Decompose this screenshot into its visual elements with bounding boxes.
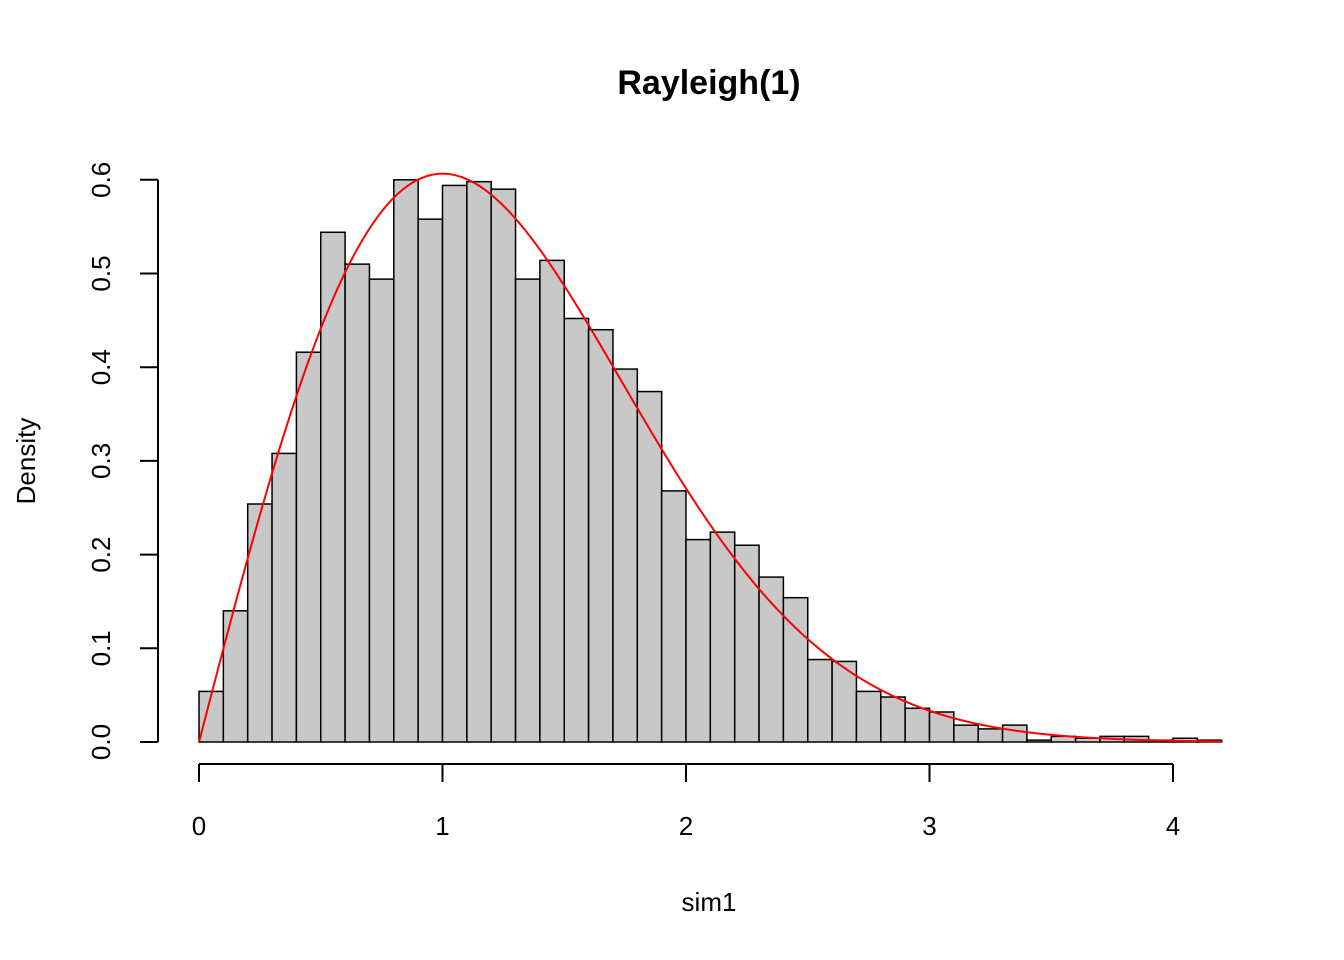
x-tick-label: 0 [192, 811, 206, 841]
histogram-bar [417, 218, 444, 743]
histogram-bar [977, 728, 1004, 743]
histogram-bar [904, 707, 931, 743]
histogram-bar [782, 596, 809, 743]
histogram-bar [612, 368, 639, 743]
histogram-bar [198, 690, 225, 743]
y-axis-label: Density [11, 418, 41, 505]
x-tick-label: 4 [1166, 811, 1180, 841]
histogram-bar [466, 180, 492, 743]
histogram-bar [636, 390, 663, 743]
y-tick-label: 0.2 [86, 537, 116, 573]
histogram-bar [855, 690, 882, 743]
histogram-bar [368, 278, 395, 743]
histogram-bar [953, 724, 979, 743]
y-tick-label: 0.4 [86, 349, 116, 385]
histogram-bar [441, 184, 468, 743]
histogram-bar [1001, 724, 1028, 743]
histogram-bar [807, 658, 833, 743]
histogram-bar [490, 188, 517, 743]
y-tick-label: 0.0 [86, 724, 116, 760]
x-tick-label: 3 [922, 811, 936, 841]
chart-title: Rayleigh(1) [617, 64, 800, 102]
x-tick-label: 2 [679, 811, 693, 841]
histogram-bar [295, 351, 322, 743]
histogram-bar [320, 231, 346, 743]
histogram-bar [222, 610, 249, 743]
histogram-bar [1026, 739, 1053, 743]
density-curve [198, 172, 1222, 743]
histogram-bar [563, 317, 590, 743]
histogram-bar [685, 538, 712, 743]
y-tick-label: 0.3 [86, 443, 116, 479]
histogram-bar [660, 490, 687, 743]
histogram-bar [733, 544, 760, 743]
histogram-bar [271, 452, 298, 743]
y-tick-label: 0.6 [86, 162, 116, 198]
y-tick-label: 0.1 [86, 630, 116, 666]
histogram-bar [246, 503, 273, 743]
histogram-bar [831, 660, 858, 743]
histogram-bar [539, 259, 566, 743]
histogram-bar [880, 696, 906, 743]
y-tick-label: 0.5 [86, 255, 116, 291]
x-tick-label: 1 [435, 811, 449, 841]
histogram-bar [393, 179, 419, 743]
y-axis: 0.0 0.1 0.2 0.3 0.4 0.5 0.6 [86, 162, 159, 760]
histogram-bar [514, 278, 541, 743]
histogram-bar [709, 531, 736, 743]
x-axis: 0 1 2 3 4 [192, 763, 1180, 841]
x-axis-label: sim1 [682, 887, 737, 917]
histogram-bar [344, 263, 371, 743]
histogram-bar [587, 328, 614, 743]
histogram-bars [198, 179, 1223, 743]
